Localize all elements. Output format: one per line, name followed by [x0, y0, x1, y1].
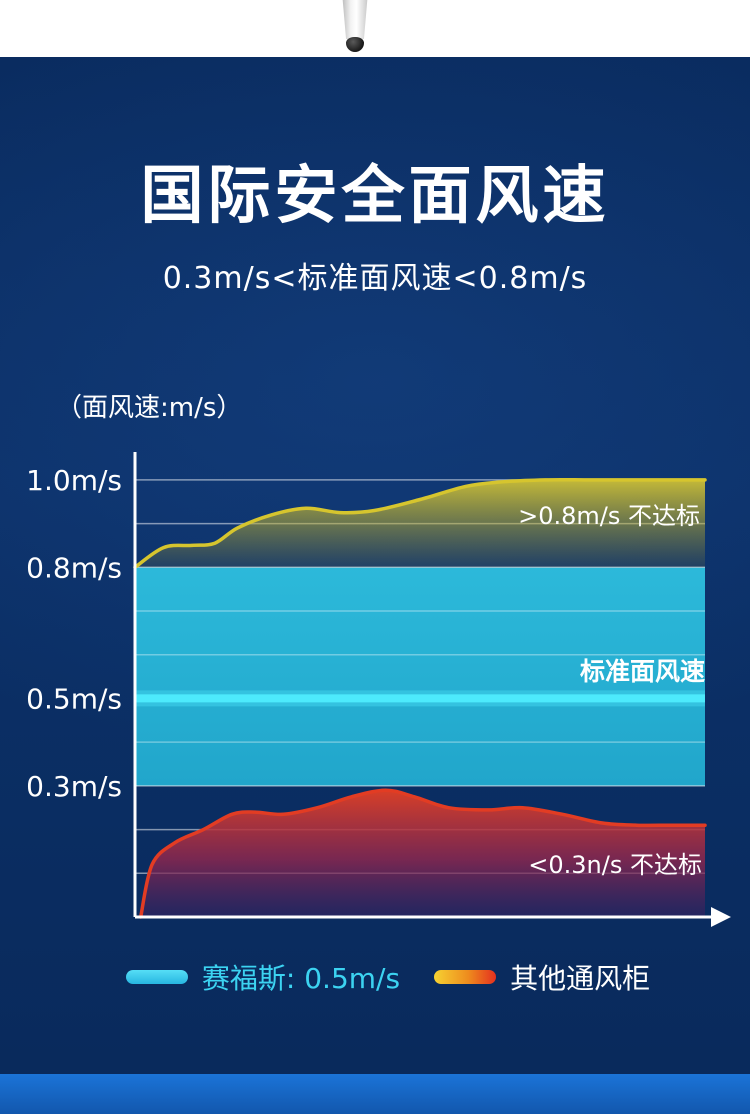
annotation-standard-speed: 标准面风速 — [579, 657, 705, 686]
chart-canvas: 1.0m/s 0.8m/s 0.5m/s 0.3m/s — [26, 452, 731, 927]
y-axis-label: （面风速:m/s） — [56, 393, 243, 423]
svg-text:1.0m/s: 1.0m/s — [26, 464, 122, 497]
chart-legend: 赛福斯: 0.5m/s 其他通风柜 — [0, 957, 750, 997]
main-panel: 国际安全面风速 0.3m/s<标准面风速<0.8m/s （面风速:m/s） — [0, 57, 750, 1074]
top-strip — [0, 0, 750, 57]
legend-label-other: 其他通风柜 — [510, 962, 651, 995]
annotation-below-limit: <0.3n/s 不达标 — [528, 851, 702, 879]
page-title: 国际安全面风速 — [140, 159, 610, 232]
svg-text:0.8m/s: 0.8m/s — [26, 551, 122, 584]
wind-speed-chart: 1.0m/s 0.8m/s 0.5m/s 0.3m/s >0.8m/s 不达标 标准面… — [0, 430, 750, 950]
legend-swatch-cyan — [125, 970, 188, 984]
bottom-strip — [0, 1074, 750, 1114]
legend-swatch-orange-red — [434, 970, 497, 984]
faucet-nozzle-image — [338, 0, 372, 57]
page-subtitle: 0.3m/s<标准面风速<0.8m/s — [162, 261, 588, 296]
legend-item-safs: 赛福斯: 0.5m/s — [125, 957, 401, 997]
legend-label-safs: 赛福斯: 0.5m/s — [201, 962, 401, 995]
svg-text:0.3m/s: 0.3m/s — [26, 770, 122, 803]
annotation-above-limit: >0.8m/s 不达标 — [518, 502, 700, 530]
legend-item-other: 其他通风柜 — [434, 957, 650, 997]
nozzle-tip — [346, 37, 364, 52]
svg-text:0.5m/s: 0.5m/s — [26, 682, 122, 715]
nozzle-body — [342, 0, 368, 39]
